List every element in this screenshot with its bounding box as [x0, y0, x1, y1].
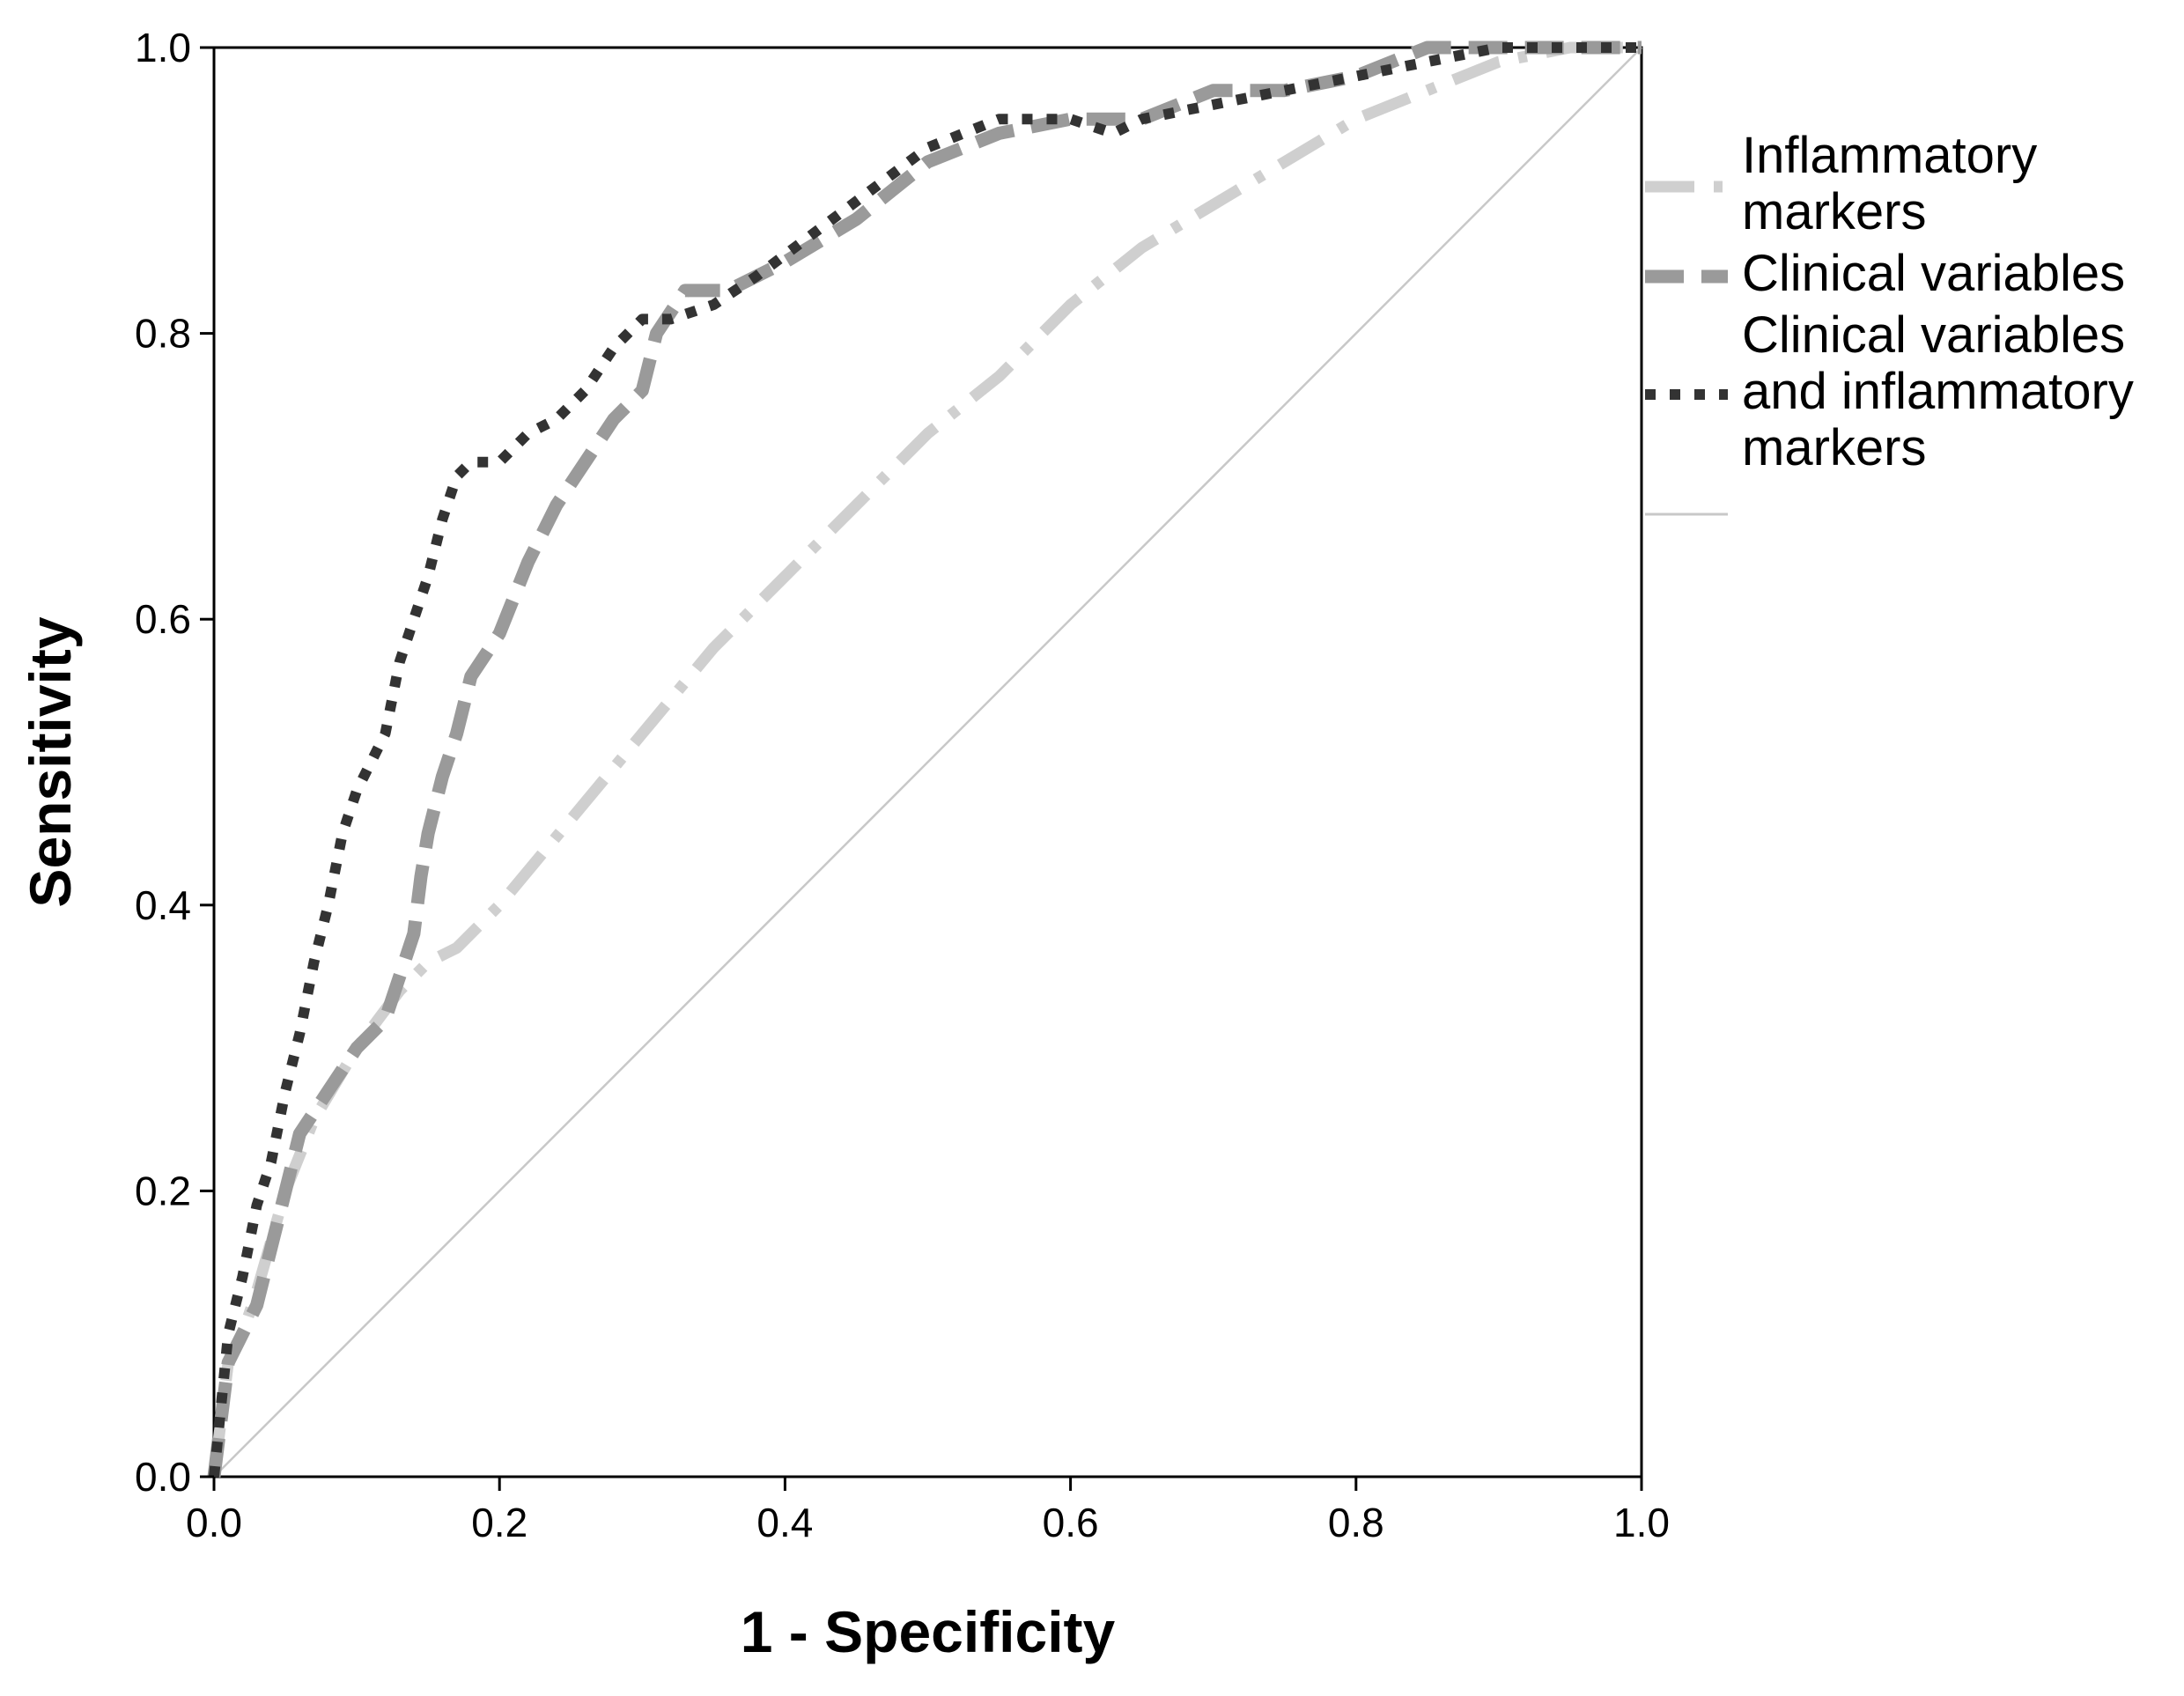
series-layer	[207, 41, 1642, 1478]
legend-label: Inflammatory	[1742, 127, 2037, 184]
plot-frame	[212, 46, 1643, 1478]
legend-label: markers	[1742, 419, 1926, 476]
legend-label: Clinical variables	[1742, 306, 2125, 364]
legend-label: and inflammatory	[1742, 363, 2134, 420]
y-tick-label: 0.0	[135, 1454, 191, 1500]
x-tick-label: 0.0	[186, 1500, 242, 1545]
y-axis-title: Sensitivity	[18, 616, 83, 907]
series-line-3	[213, 47, 1642, 1478]
x-tick-label: 0.2	[471, 1500, 528, 1545]
x-axis: 0.0 0.2 0.4 0.6 0.8 1.0	[186, 1477, 1670, 1545]
y-tick-label: 1.0	[135, 25, 191, 70]
y-tick-label: 0.8	[135, 311, 191, 357]
series-line-2	[209, 42, 1642, 1478]
x-tick-label: 0.6	[1043, 1500, 1099, 1545]
series-line-0	[208, 41, 1642, 1478]
y-tick-label: 0.2	[135, 1168, 191, 1213]
x-tick-label: 0.4	[756, 1500, 813, 1545]
y-axis: 0.0 0.2 0.4 0.6 0.8 1.0	[135, 25, 214, 1500]
plot-area	[207, 41, 1643, 1478]
x-tick-label: 1.0	[1613, 1500, 1670, 1545]
x-tick-label: 0.8	[1328, 1500, 1384, 1545]
x-axis-title: 1 - Specificity	[741, 1599, 1116, 1664]
y-tick-label: 0.4	[135, 882, 191, 928]
series-line-1	[207, 41, 1642, 1478]
legend-label: markers	[1742, 183, 1926, 240]
legend-label: Clinical variables	[1742, 245, 2125, 302]
y-tick-label: 0.6	[135, 596, 191, 642]
